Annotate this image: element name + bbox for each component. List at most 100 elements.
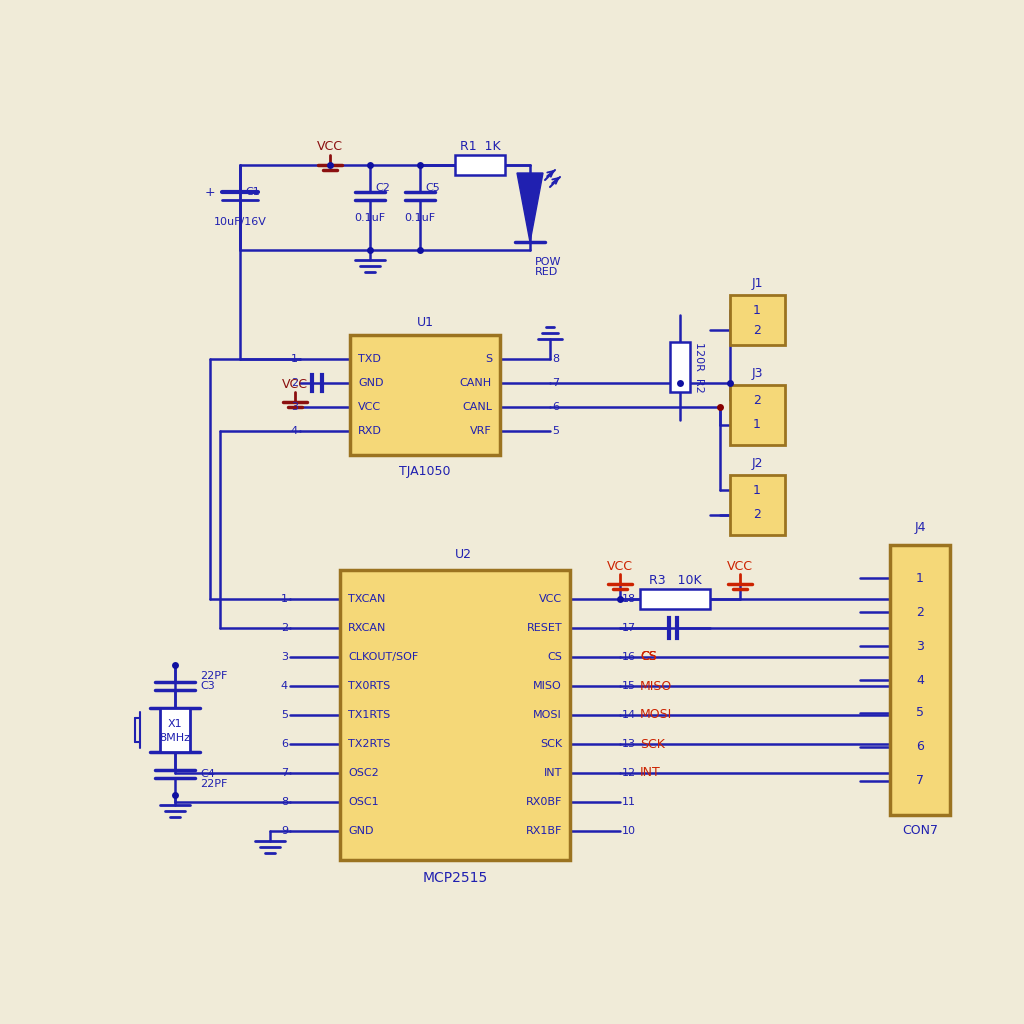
Text: 8: 8: [552, 354, 559, 364]
Text: J1: J1: [752, 276, 763, 290]
Text: 6: 6: [281, 739, 288, 749]
Text: VCC: VCC: [358, 402, 381, 412]
Bar: [455, 155, 505, 175]
Text: 120R  R2: 120R R2: [694, 342, 705, 392]
Text: CS: CS: [640, 650, 656, 664]
Text: 17: 17: [622, 623, 636, 633]
Text: GND: GND: [358, 378, 384, 388]
Text: C4: C4: [200, 769, 215, 779]
Text: R1  1K: R1 1K: [460, 140, 501, 154]
Text: TX2RTS: TX2RTS: [348, 739, 390, 749]
Bar: [670, 342, 690, 392]
Text: POW: POW: [535, 257, 561, 267]
Text: 3: 3: [916, 640, 924, 652]
Text: C1: C1: [245, 187, 260, 197]
Text: CLKOUT/SOF: CLKOUT/SOF: [348, 652, 418, 662]
Text: SCK: SCK: [640, 737, 665, 751]
Text: 18: 18: [622, 594, 636, 604]
Text: 7: 7: [281, 768, 288, 778]
Text: TXCAN: TXCAN: [348, 594, 385, 604]
Text: MOSI: MOSI: [534, 710, 562, 720]
Text: 12: 12: [622, 768, 636, 778]
Text: 22PF: 22PF: [200, 671, 227, 681]
Text: +: +: [205, 185, 215, 199]
Text: 1: 1: [916, 571, 924, 585]
Text: 6: 6: [916, 740, 924, 754]
Text: GND: GND: [348, 826, 374, 836]
Polygon shape: [517, 173, 543, 242]
Text: RESET: RESET: [526, 623, 562, 633]
Text: 3: 3: [291, 402, 298, 412]
Text: C2: C2: [375, 183, 390, 193]
Text: X1: X1: [168, 719, 182, 729]
Text: INT: INT: [544, 768, 562, 778]
Text: 22PF: 22PF: [200, 779, 227, 790]
Text: 5: 5: [552, 426, 559, 436]
Text: MOSI: MOSI: [640, 709, 672, 722]
Text: 1: 1: [753, 303, 761, 316]
Text: 10uF/16V: 10uF/16V: [214, 217, 266, 227]
Text: 3: 3: [281, 652, 288, 662]
Text: CS: CS: [640, 650, 656, 664]
Text: RED: RED: [535, 267, 558, 278]
Bar: [890, 545, 950, 815]
Text: 15: 15: [622, 681, 636, 691]
Text: 0.1uF: 0.1uF: [354, 213, 386, 223]
Text: J2: J2: [752, 457, 763, 469]
Text: VCC: VCC: [607, 559, 633, 572]
Text: CS: CS: [640, 650, 656, 664]
Text: RXD: RXD: [358, 426, 382, 436]
Text: MISO: MISO: [534, 681, 562, 691]
Text: TX0RTS: TX0RTS: [348, 681, 390, 691]
Text: 0.1uF: 0.1uF: [404, 213, 435, 223]
Text: C5: C5: [425, 183, 439, 193]
Text: 1: 1: [753, 419, 761, 431]
Text: 9: 9: [281, 826, 288, 836]
Text: 2: 2: [281, 623, 288, 633]
Text: 2: 2: [753, 393, 761, 407]
Text: 2: 2: [753, 509, 761, 521]
Text: TX1RTS: TX1RTS: [348, 710, 390, 720]
Bar: [350, 335, 500, 455]
Text: INT: INT: [640, 767, 660, 779]
Text: VCC: VCC: [317, 140, 343, 154]
Text: CS: CS: [547, 652, 562, 662]
Text: RXCAN: RXCAN: [348, 623, 386, 633]
Bar: [730, 385, 785, 445]
Bar: [730, 475, 785, 535]
Text: 8MHz: 8MHz: [160, 733, 190, 743]
Text: SCK: SCK: [540, 739, 562, 749]
Text: OSC1: OSC1: [348, 797, 379, 807]
Text: 13: 13: [622, 739, 636, 749]
Text: MISO: MISO: [640, 680, 672, 692]
Text: CANH: CANH: [460, 378, 492, 388]
Text: 2: 2: [753, 324, 761, 337]
Text: CANL: CANL: [462, 402, 492, 412]
Text: J3: J3: [752, 367, 763, 380]
Text: 8: 8: [281, 797, 288, 807]
Text: VCC: VCC: [539, 594, 562, 604]
Text: CON7: CON7: [902, 823, 938, 837]
Text: 10: 10: [622, 826, 636, 836]
Text: R3   10K: R3 10K: [648, 574, 701, 588]
Text: 1: 1: [281, 594, 288, 604]
Text: VRF: VRF: [470, 426, 492, 436]
Text: VCC: VCC: [282, 378, 308, 390]
Bar: [730, 295, 785, 345]
Bar: [640, 589, 710, 609]
Text: 7: 7: [552, 378, 559, 388]
Text: 7: 7: [916, 774, 924, 787]
Text: 11: 11: [622, 797, 636, 807]
Bar: [340, 570, 570, 860]
Text: 14: 14: [622, 710, 636, 720]
Text: 2: 2: [916, 605, 924, 618]
Text: 5: 5: [916, 707, 924, 720]
Text: 2: 2: [291, 378, 298, 388]
Text: J4: J4: [914, 520, 926, 534]
Text: U2: U2: [455, 549, 472, 561]
Text: 1: 1: [291, 354, 298, 364]
Text: TJA1050: TJA1050: [399, 465, 451, 477]
Text: 5: 5: [281, 710, 288, 720]
Text: 4: 4: [291, 426, 298, 436]
Text: RX0BF: RX0BF: [525, 797, 562, 807]
